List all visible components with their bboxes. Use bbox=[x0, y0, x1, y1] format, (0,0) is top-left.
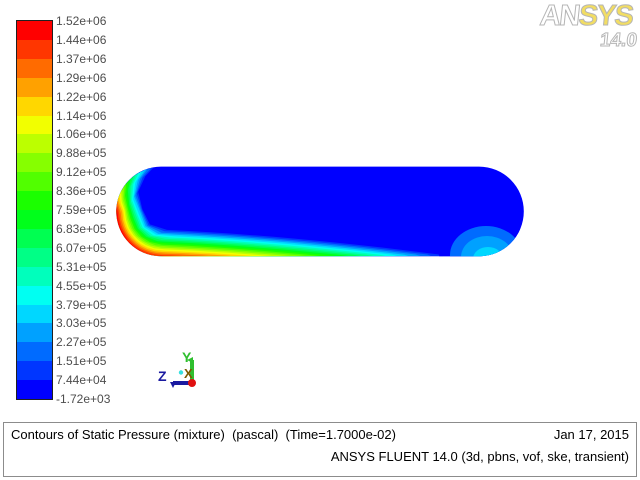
svg-text:Z: Z bbox=[158, 368, 167, 384]
svg-text:X: X bbox=[184, 366, 193, 381]
svg-text:Y: Y bbox=[182, 349, 192, 365]
